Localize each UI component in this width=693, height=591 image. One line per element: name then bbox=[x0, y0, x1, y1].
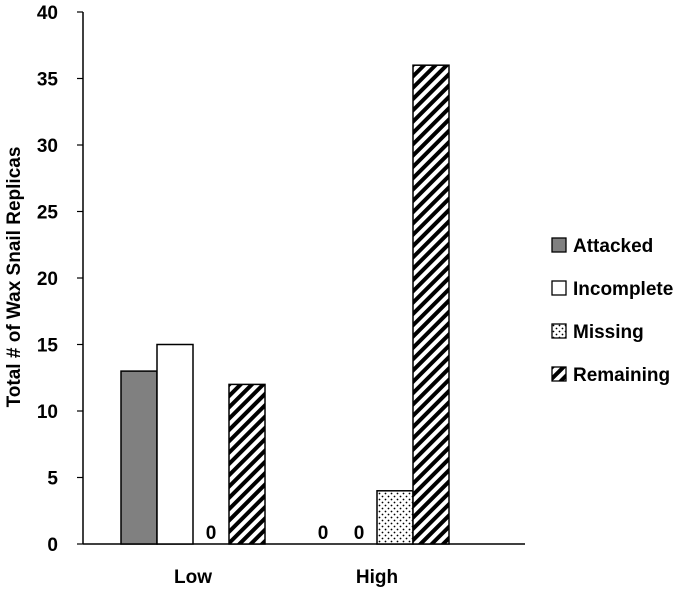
legend-label-attacked: Attacked bbox=[573, 236, 653, 257]
y-axis-title-group: Total # of Wax Snail Replicas bbox=[4, 147, 25, 408]
legend-swatch-missing bbox=[551, 323, 567, 339]
data-label-zero: 0 bbox=[354, 523, 365, 544]
bar-remaining-low bbox=[228, 383, 266, 545]
y-tick-label: 35 bbox=[37, 70, 59, 91]
plot-area: 0 5 10 15 20 25 30 35 40 Low High 0 0 0 bbox=[37, 3, 525, 588]
legend-swatch-attacked bbox=[551, 237, 567, 253]
y-tick-label: 30 bbox=[37, 136, 58, 157]
y-tick-label: 25 bbox=[37, 203, 59, 224]
y-tick-label: 40 bbox=[37, 3, 58, 24]
legend: Attacked Incomplete Missing Remaining bbox=[551, 236, 673, 386]
y-tick-label: 15 bbox=[37, 336, 59, 357]
bar-attacked-low bbox=[120, 370, 158, 545]
bar-remaining-high bbox=[412, 64, 450, 545]
x-category-label: High bbox=[356, 567, 398, 588]
x-category-label: Low bbox=[174, 567, 212, 588]
bar-incomplete-low bbox=[156, 343, 194, 545]
legend-swatch-remaining bbox=[551, 366, 567, 382]
y-tick-label: 10 bbox=[37, 402, 58, 423]
data-label-zero: 0 bbox=[206, 523, 217, 544]
bar-missing-high bbox=[376, 490, 414, 545]
y-tick-label: 0 bbox=[47, 535, 58, 556]
legend-label-incomplete: Incomplete bbox=[573, 279, 673, 300]
legend-label-missing: Missing bbox=[573, 322, 644, 343]
y-tick-label: 5 bbox=[47, 469, 58, 490]
y-axis-title: Total # of Wax Snail Replicas bbox=[4, 147, 25, 408]
legend-swatch-incomplete bbox=[551, 280, 567, 296]
data-label-zero: 0 bbox=[318, 523, 329, 544]
y-tick-label: 20 bbox=[37, 269, 58, 290]
legend-label-remaining: Remaining bbox=[573, 365, 670, 386]
